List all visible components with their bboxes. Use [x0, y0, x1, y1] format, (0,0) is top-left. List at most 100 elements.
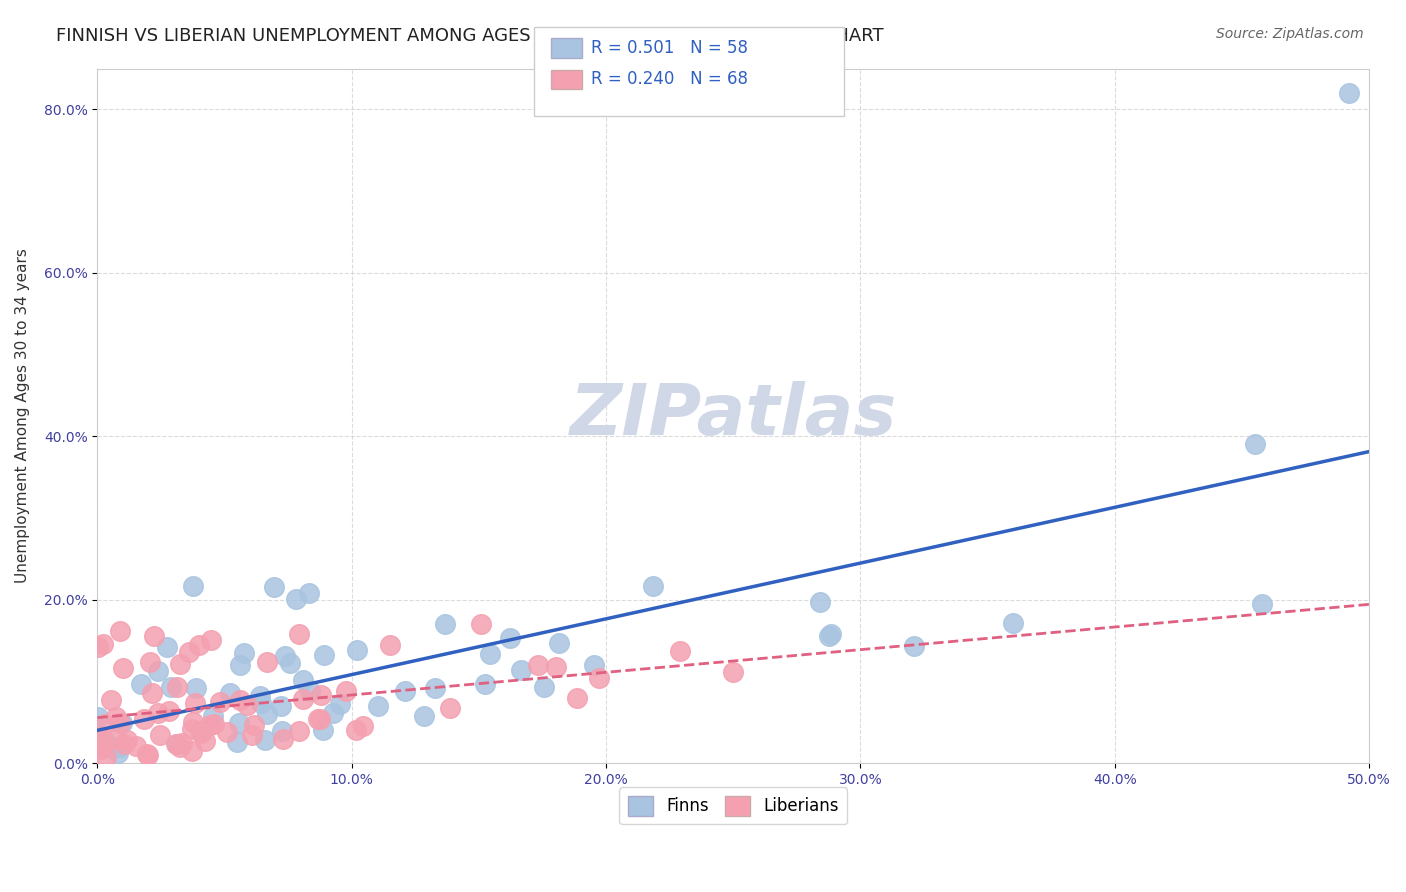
Point	[669, 644, 692, 658]
Point	[253, 733, 276, 747]
Point	[284, 592, 307, 607]
Point	[274, 648, 297, 663]
Point	[89, 729, 111, 743]
Point	[288, 627, 311, 641]
Point	[181, 579, 204, 593]
Point	[271, 732, 294, 747]
Point	[329, 698, 352, 712]
Point	[346, 643, 368, 657]
Point	[335, 684, 357, 698]
Point	[240, 728, 263, 742]
Point	[470, 617, 492, 632]
Point	[87, 710, 110, 724]
Point	[818, 629, 841, 643]
Point	[91, 637, 114, 651]
Point	[225, 735, 247, 749]
Point	[228, 693, 250, 707]
Point	[105, 732, 128, 747]
Point	[232, 646, 254, 660]
Point	[219, 685, 242, 699]
Point	[108, 624, 131, 639]
Point	[378, 638, 401, 652]
Point	[810, 595, 832, 609]
Point	[250, 696, 273, 710]
Point	[148, 664, 170, 678]
Point	[138, 748, 160, 763]
Point	[903, 640, 925, 654]
Point	[181, 714, 204, 729]
Point	[108, 716, 131, 731]
Point	[157, 704, 180, 718]
Point	[544, 660, 567, 674]
Point	[292, 691, 315, 706]
Point	[298, 585, 321, 599]
Point	[307, 712, 329, 726]
Point	[287, 724, 309, 739]
Point	[312, 723, 335, 737]
Point	[138, 655, 160, 669]
Point	[344, 723, 367, 737]
Point	[104, 710, 127, 724]
Point	[533, 681, 555, 695]
Point	[94, 750, 117, 764]
Point	[183, 696, 205, 710]
Point	[194, 734, 217, 748]
Point	[583, 658, 606, 673]
Point	[169, 739, 191, 754]
Point	[208, 695, 231, 709]
Point	[433, 617, 456, 632]
Point	[200, 632, 222, 647]
Point	[256, 706, 278, 721]
Point	[143, 629, 166, 643]
Point	[146, 706, 169, 721]
Point	[228, 715, 250, 730]
Point	[641, 579, 664, 593]
Y-axis label: Unemployment Among Ages 30 to 34 years: Unemployment Among Ages 30 to 34 years	[15, 248, 30, 583]
Legend: Finns, Liberians: Finns, Liberians	[619, 788, 848, 824]
Text: R = 0.501   N = 58: R = 0.501 N = 58	[591, 39, 748, 57]
Point	[129, 677, 152, 691]
Point	[1001, 615, 1024, 630]
Point	[136, 747, 159, 761]
Point	[1251, 597, 1274, 611]
Point	[87, 640, 110, 654]
Point	[134, 712, 156, 726]
Point	[124, 739, 146, 754]
Point	[112, 661, 135, 675]
Point	[439, 701, 461, 715]
Point	[110, 739, 132, 754]
Point	[190, 726, 212, 740]
Point	[141, 686, 163, 700]
Point	[184, 681, 207, 695]
Point	[166, 737, 188, 751]
Point	[181, 744, 204, 758]
Point	[270, 698, 292, 713]
Point	[312, 648, 335, 662]
Point	[499, 631, 522, 645]
Point	[309, 688, 332, 702]
Point	[278, 657, 301, 671]
Point	[111, 716, 134, 731]
Point	[510, 663, 533, 677]
Point	[567, 691, 589, 706]
Point	[107, 747, 129, 761]
Point	[228, 658, 250, 673]
Point	[309, 712, 332, 726]
Point	[263, 580, 285, 594]
Point	[187, 638, 209, 652]
Point	[413, 708, 436, 723]
Point	[112, 737, 135, 751]
Point	[159, 680, 181, 694]
Point	[367, 699, 389, 714]
Point	[236, 698, 259, 713]
Point	[243, 718, 266, 732]
Point	[100, 693, 122, 707]
Point	[181, 722, 204, 736]
Point	[117, 733, 139, 747]
Text: R = 0.240   N = 68: R = 0.240 N = 68	[591, 70, 748, 88]
Point	[201, 709, 224, 723]
Point	[298, 683, 321, 698]
Point	[169, 657, 191, 671]
Point	[322, 706, 344, 721]
Point	[478, 647, 501, 661]
